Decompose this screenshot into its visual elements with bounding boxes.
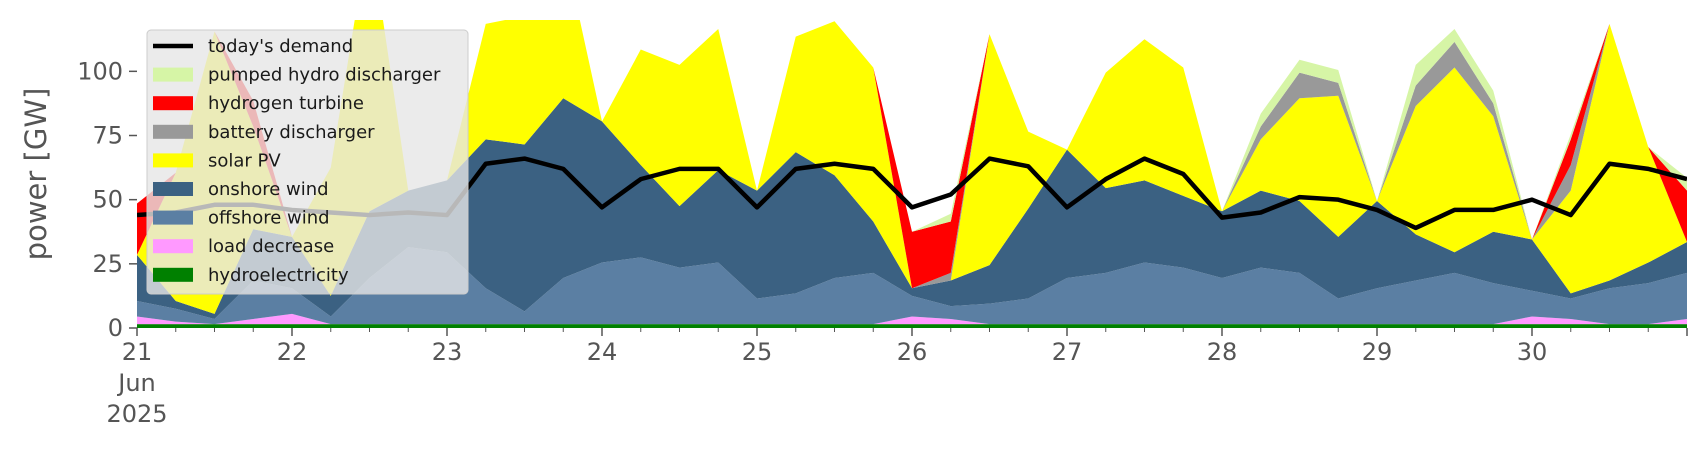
legend-swatch [153, 210, 193, 225]
x-tick-label: 29 [1362, 338, 1393, 366]
area-hydrogen-turbine [137, 20, 1687, 289]
area-battery-discharger [137, 20, 1687, 289]
x-tick-label: 22 [277, 338, 308, 366]
legend-swatch [153, 267, 193, 282]
axes: 0 25 50 75 100 21 Jun 2025 22 23 24 25 26 27 28 29 30 [77, 57, 1688, 428]
legend-label: offshore wind [208, 208, 330, 229]
area-offshore-wind [137, 247, 1687, 325]
legend-swatch [153, 153, 193, 168]
legend-label: pumped hydro discharger [208, 65, 441, 86]
y-tick-label: 75 [92, 122, 123, 150]
y-axis-title: power [GW] [19, 88, 53, 261]
legend-label: onshore wind [208, 179, 329, 200]
y-tick-label: 100 [77, 57, 123, 85]
area-hydroelectricity [137, 324, 1687, 328]
legend-label: hydrogen turbine [208, 93, 364, 114]
x-tick-label: 21 [122, 338, 153, 366]
x-tick-label: 27 [1052, 338, 1083, 366]
legend-swatch [153, 239, 193, 254]
x-tick-label: 24 [587, 338, 618, 366]
legend-swatch [153, 124, 193, 139]
x-tick-label: 2025 [106, 400, 167, 428]
x-tick-label: 26 [897, 338, 928, 366]
legend-label: today's demand [208, 36, 353, 57]
legend-label: battery discharger [208, 122, 375, 143]
x-tick-label: Jun [116, 369, 156, 397]
area-load-decrease [137, 313, 1687, 325]
legend: today's demand pumped hydro discharger hyd… [146, 29, 469, 295]
legend-label: solar PV [208, 150, 281, 171]
y-tick-label: 25 [92, 250, 123, 278]
legend-swatch [153, 182, 193, 196]
area-onshore-wind [137, 98, 1687, 320]
x-tick-label: 28 [1207, 338, 1238, 366]
legend-swatch [153, 96, 193, 111]
x-tick-label: 30 [1517, 338, 1548, 366]
stacked-areas [137, 20, 1687, 328]
legend-label: hydroelectricity [208, 265, 349, 286]
y-tick-label: 50 [92, 186, 123, 214]
legend-swatch [153, 67, 193, 82]
x-tick-label: 23 [432, 338, 463, 366]
area-solar-pv [137, 20, 1687, 314]
legend-box [146, 29, 469, 295]
x-tick-label: 25 [742, 338, 773, 366]
y-tick-label: 0 [108, 314, 123, 342]
legend-label: load decrease [208, 236, 334, 257]
